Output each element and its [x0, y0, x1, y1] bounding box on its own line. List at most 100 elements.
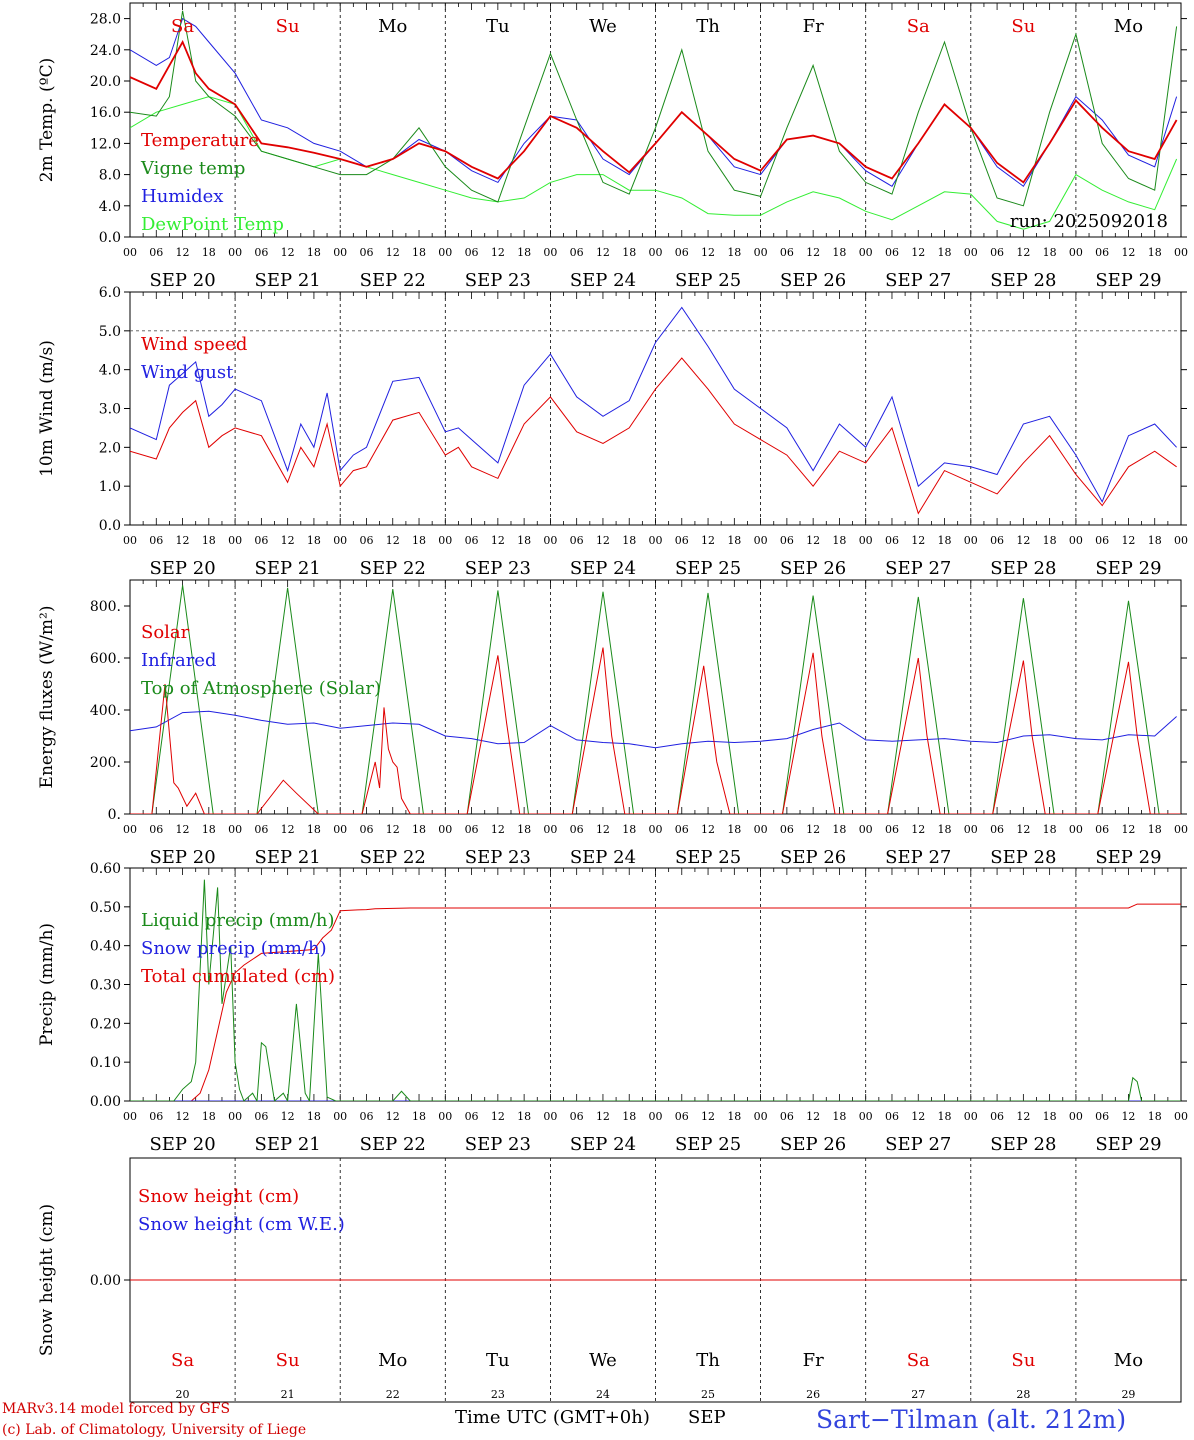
hour-label: 00: [123, 246, 137, 259]
hour-label: 12: [281, 1110, 295, 1123]
hour-label: 00: [964, 823, 978, 836]
series-vigne-temp: [130, 10, 1178, 207]
series-total-cumulated-cm-: [130, 903, 1181, 1101]
month-label: SEP: [688, 1407, 726, 1428]
hour-label: 06: [990, 246, 1004, 259]
hour-label: 12: [386, 823, 400, 836]
hour-label: 06: [885, 823, 899, 836]
date-label: SEP 20: [149, 270, 215, 291]
hour-label: 18: [727, 534, 741, 547]
date-label: SEP 24: [570, 270, 636, 291]
series-temperature: [130, 39, 1178, 184]
date-label: SEP 21: [255, 270, 321, 291]
date-label: SEP 25: [675, 847, 741, 868]
day-label: Th: [696, 1350, 720, 1371]
panel-4: 0.00 0.10 0.20 0.30 0.40 0.50 0.60 Precip (mm/h…: [37, 861, 1188, 1155]
date-label: SEP 23: [465, 1134, 531, 1155]
legend-entry: Humidex: [141, 186, 223, 207]
hour-label: 00: [754, 534, 768, 547]
panel-5: 0.00 Snow height (cm) Snow height (cm) Snow…: [37, 1157, 1187, 1403]
y-tick-label: 0.40: [90, 939, 121, 955]
series-liquid-precip-mm-h-: [130, 879, 1181, 1101]
hour-label: 06: [254, 1110, 268, 1123]
hour-label: 00: [123, 1110, 137, 1123]
date-label: SEP 21: [255, 558, 321, 579]
hour-label: 12: [281, 246, 295, 259]
hour-label: 12: [596, 246, 610, 259]
date-label: SEP 23: [465, 558, 531, 579]
legend-entry: Wind speed: [141, 334, 247, 355]
site-name: Sart−Tilman (alt. 212m): [816, 1405, 1126, 1434]
date-label: SEP 27: [885, 270, 951, 291]
hour-label: 00: [228, 246, 242, 259]
series-top-of-atmosphere-solar-: [130, 585, 1181, 814]
hour-label: 06: [570, 823, 584, 836]
hour-label: 18: [412, 1110, 426, 1123]
hour-label: 18: [202, 534, 216, 547]
hour-label: 06: [675, 534, 689, 547]
hour-label: 18: [307, 246, 321, 259]
hour-label: 06: [1095, 823, 1109, 836]
hour-label: 00: [859, 534, 873, 547]
hour-label: 00: [543, 534, 557, 547]
date-label: SEP 26: [780, 558, 846, 579]
date-label: SEP 25: [675, 558, 741, 579]
hour-label: 00: [859, 246, 873, 259]
hour-label: 00: [754, 1110, 768, 1123]
hour-label: 12: [281, 534, 295, 547]
hour-label: 18: [307, 534, 321, 547]
hour-label: 12: [806, 1110, 820, 1123]
y-tick-label: 20.0: [90, 74, 121, 90]
hour-label: 18: [938, 1110, 952, 1123]
day-label: Mo: [378, 16, 407, 37]
hour-label: 00: [964, 1110, 978, 1123]
y-tick-label: 0.10: [90, 1055, 121, 1071]
hour-label: 00: [228, 534, 242, 547]
hour-label: 00: [1174, 246, 1188, 259]
date-label: SEP 29: [1095, 270, 1161, 291]
y-tick-label: 200.: [90, 755, 121, 771]
hour-label: 06: [465, 534, 479, 547]
hour-label: 18: [412, 534, 426, 547]
y-tick-label: 1.0: [99, 479, 121, 495]
date-label: SEP 20: [149, 1134, 215, 1155]
hour-label: 12: [281, 823, 295, 836]
hour-label: 06: [990, 823, 1004, 836]
series-wind-speed: [130, 357, 1177, 515]
date-label: SEP 24: [570, 558, 636, 579]
y-tick-label: 4.0: [99, 363, 121, 379]
date-label: SEP 24: [570, 1134, 636, 1155]
legend-entry: Total cumulated (cm): [141, 966, 335, 987]
hour-label: 12: [491, 534, 505, 547]
hour-label: 12: [176, 823, 190, 836]
hour-label: 12: [806, 246, 820, 259]
hour-label: 12: [1016, 534, 1030, 547]
hour-label: 00: [438, 246, 452, 259]
hour-label: 00: [649, 534, 663, 547]
series-solar: [130, 647, 1181, 814]
date-label: SEP 25: [675, 270, 741, 291]
y-tick-label: 24.0: [90, 43, 121, 59]
day-label: We: [589, 1350, 617, 1371]
y-tick-label: 3.0: [99, 402, 121, 418]
date-label: SEP 29: [1095, 1134, 1161, 1155]
day-label: Tu: [486, 1350, 510, 1371]
y-tick-label: 0.30: [90, 978, 121, 994]
hour-label: 12: [176, 534, 190, 547]
hour-label: 18: [202, 823, 216, 836]
lab-credit: (c) Lab. of Climatology, University of L…: [2, 1422, 306, 1438]
hour-label: 12: [701, 534, 715, 547]
y-tick-label: 12.0: [90, 136, 121, 152]
legend-entry: Snow height (cm W.E.): [138, 1214, 345, 1235]
hour-label: 00: [333, 1110, 347, 1123]
y-tick-label: 0.50: [90, 900, 121, 916]
date-number: 27: [911, 1388, 925, 1401]
hour-label: 06: [254, 246, 268, 259]
hour-label: 12: [911, 246, 925, 259]
hour-label: 18: [1148, 823, 1162, 836]
hour-label: 18: [1043, 823, 1057, 836]
date-label: SEP 28: [990, 1134, 1056, 1155]
hour-label: 00: [333, 534, 347, 547]
day-label: Fr: [803, 16, 824, 37]
hour-label: 00: [649, 246, 663, 259]
